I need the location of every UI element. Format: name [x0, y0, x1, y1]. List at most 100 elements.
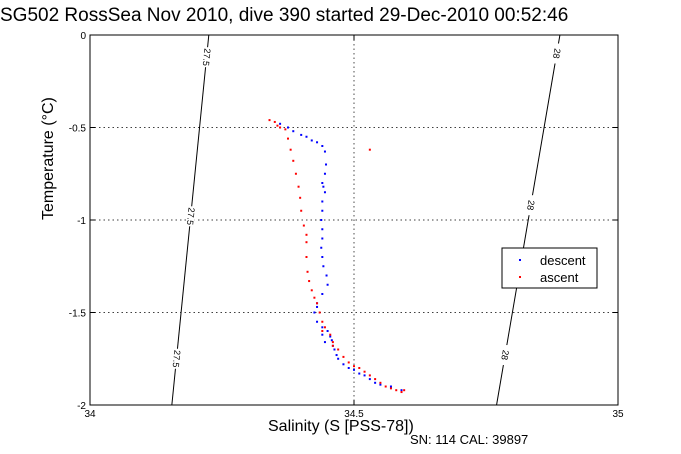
- descent-point: [321, 256, 324, 258]
- y-tick-label: -1.5: [69, 309, 87, 320]
- ascent-point: [300, 209, 303, 212]
- ascent-point: [302, 224, 305, 227]
- ascent-point: [363, 370, 366, 373]
- descent-point: [316, 305, 319, 308]
- descent-point: [347, 367, 350, 369]
- descent-point: [337, 357, 340, 360]
- descent-point: [335, 354, 338, 357]
- y-tick-label: -0.5: [69, 124, 87, 135]
- chart-title: SG502 RossSea Nov 2010, dive 390 started…: [0, 5, 569, 26]
- contour-label-bg: [186, 206, 195, 227]
- y-tick-label: -1: [77, 216, 86, 227]
- ascent-point: [337, 348, 340, 351]
- ascent-point: [313, 296, 316, 299]
- descent-point: [323, 191, 326, 194]
- descent-point: [321, 200, 324, 203]
- ascent-point: [310, 289, 313, 292]
- descent-point: [279, 122, 282, 125]
- ascent-point: [316, 302, 319, 305]
- descent-point: [300, 133, 303, 136]
- density-contour-label: 27.5: [185, 207, 197, 225]
- ascent-point: [284, 128, 287, 131]
- descent-point: [379, 383, 382, 386]
- x-tick-label: 35: [612, 409, 624, 420]
- ascent-point: [289, 148, 292, 151]
- density-contour-label: 27.5: [171, 350, 183, 368]
- ascent-point: [358, 367, 361, 369]
- ascent-point: [323, 326, 326, 329]
- descent-point: [329, 335, 332, 338]
- ascent-point: [268, 119, 271, 122]
- descent-point: [310, 139, 313, 142]
- descent-point: [368, 378, 371, 381]
- ascent-point: [347, 361, 350, 364]
- ascent-point: [329, 333, 332, 336]
- descent-point: [321, 293, 324, 295]
- legend-marker-ascent: [519, 276, 521, 278]
- descent-point: [305, 135, 308, 138]
- ascent-point: [305, 241, 308, 244]
- axis-ticks: 34 34.5 35 0 -0.5 -1 -1.5 -2: [69, 31, 624, 420]
- legend-box: [501, 247, 598, 289]
- density-contour-label: 28: [551, 48, 563, 60]
- ascent-point: [321, 330, 324, 332]
- descent-point: [330, 339, 333, 342]
- x-tick-label: 34.5: [344, 409, 364, 420]
- ascent-point: [276, 124, 279, 127]
- grid-lines: [90, 35, 618, 405]
- descent-point: [322, 265, 325, 268]
- descent-point: [325, 163, 328, 166]
- density-contour-line: [496, 34, 561, 406]
- legend-label-descent: descent: [540, 253, 586, 268]
- descent-point: [321, 326, 324, 329]
- ascent-point: [306, 270, 309, 273]
- ascent-point: [305, 233, 308, 236]
- ascent-point: [368, 148, 371, 151]
- y-axis-label: Temperature (°C): [40, 97, 57, 220]
- ascent-point: [299, 196, 302, 199]
- ascent-point: [331, 344, 334, 347]
- ascent-point: [368, 374, 371, 377]
- data-points: [268, 119, 406, 394]
- descent-point: [333, 348, 336, 351]
- ascent-point: [403, 389, 406, 392]
- descent-point: [400, 389, 403, 392]
- ascent-point: [287, 137, 289, 140]
- ascent-point: [342, 355, 345, 358]
- descent-point: [321, 333, 324, 336]
- ascent-point: [400, 391, 403, 394]
- descent-point: [321, 237, 324, 240]
- descent-point: [326, 283, 329, 286]
- contour-label-bg: [501, 345, 510, 366]
- descent-point: [326, 330, 329, 332]
- y-tick-label: 0: [80, 31, 86, 42]
- legend-label-ascent: ascent: [540, 270, 579, 285]
- descent-point: [374, 381, 377, 384]
- contour-label-bg: [526, 195, 535, 216]
- density-contour-label: 28: [499, 349, 511, 361]
- descent-point: [320, 219, 323, 221]
- ascent-series: [268, 119, 406, 394]
- ascent-point: [305, 256, 308, 258]
- descent-point: [321, 145, 324, 147]
- ascent-point: [279, 126, 282, 129]
- contour-label-bg: [172, 348, 181, 369]
- descent-point: [321, 209, 324, 212]
- serial-cal-note: SN: 114 CAL: 39897: [410, 432, 529, 447]
- descent-point: [321, 182, 324, 184]
- descent-point: [389, 385, 392, 388]
- legend-marker-descent: [519, 259, 521, 261]
- descent-point: [323, 341, 326, 344]
- ascent-point: [318, 311, 321, 314]
- ascent-point: [384, 385, 387, 388]
- y-tick-label: -2: [77, 401, 86, 412]
- contour-label-bg: [202, 47, 211, 68]
- x-axis-label: Salinity (S [PSS-78]): [268, 418, 414, 435]
- descent-point: [353, 368, 355, 371]
- descent-point: [325, 274, 328, 277]
- contour-label-bg: [552, 43, 561, 64]
- ascent-point: [321, 320, 324, 323]
- x-tick-label: 34: [84, 409, 96, 420]
- descent-point: [316, 141, 319, 144]
